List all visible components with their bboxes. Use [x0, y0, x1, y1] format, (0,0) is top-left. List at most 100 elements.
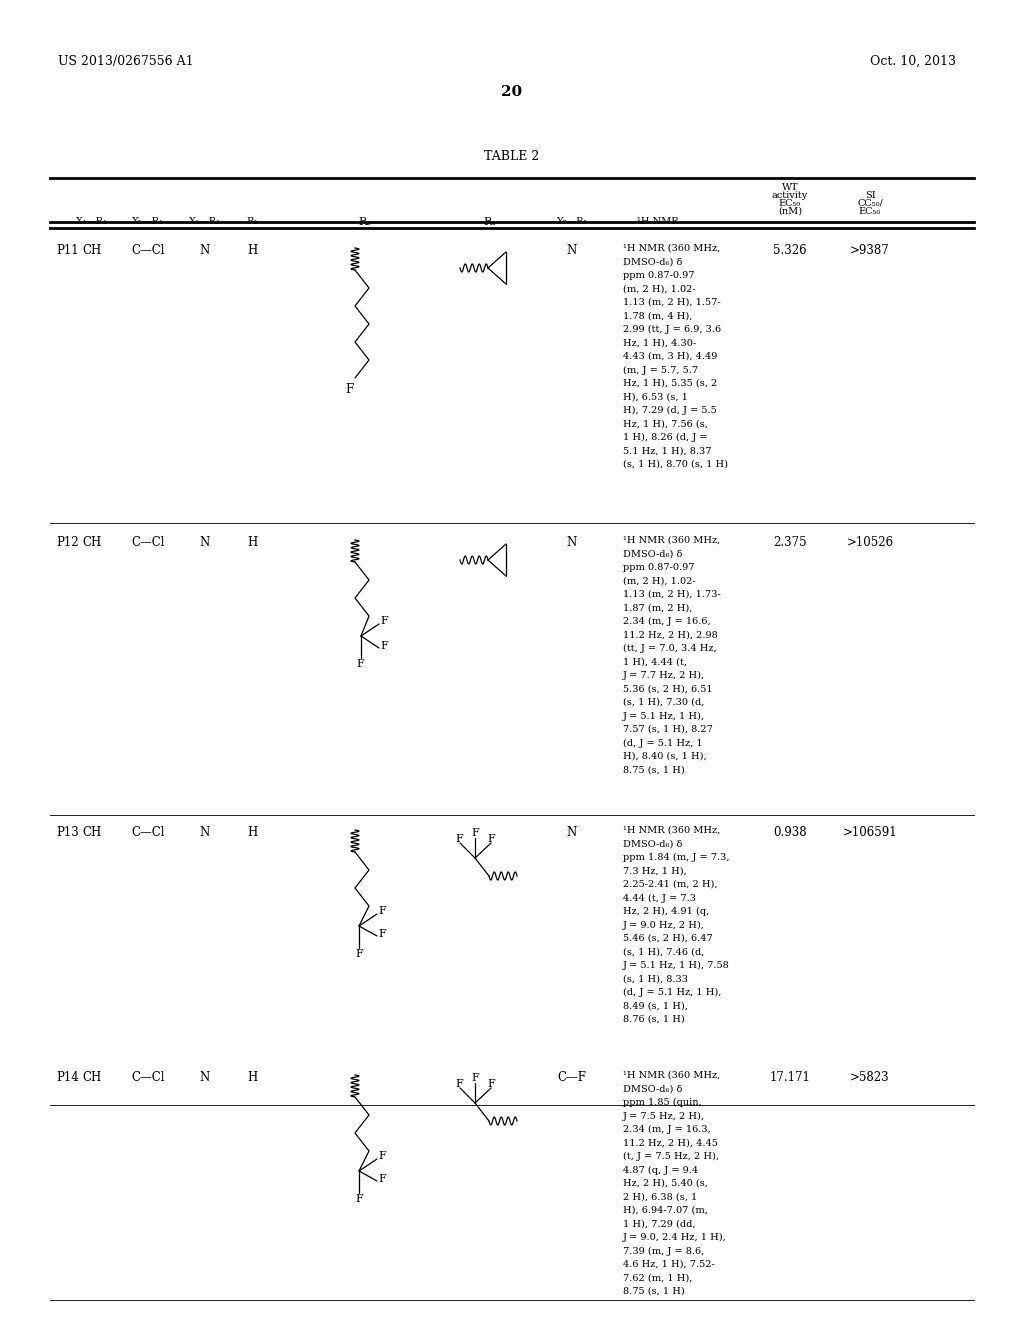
Text: C—F: C—F	[557, 1071, 587, 1084]
Text: 7.62 (m, 1 H),: 7.62 (m, 1 H),	[623, 1274, 692, 1283]
Text: J = 9.0 Hz, 2 H),: J = 9.0 Hz, 2 H),	[623, 920, 705, 929]
Text: >106591: >106591	[843, 826, 897, 840]
Text: F: F	[487, 834, 495, 843]
Text: (t, J = 7.5 Hz, 2 H),: (t, J = 7.5 Hz, 2 H),	[623, 1152, 719, 1162]
Text: Hz, 1 H), 4.30-: Hz, 1 H), 4.30-	[623, 338, 696, 347]
Text: Hz, 2 H), 5.40 (s,: Hz, 2 H), 5.40 (s,	[623, 1179, 708, 1188]
Text: (s, 1 H), 8.70 (s, 1 H): (s, 1 H), 8.70 (s, 1 H)	[623, 459, 728, 469]
Text: F: F	[355, 1195, 362, 1204]
Text: 7.39 (m, J = 8.6,: 7.39 (m, J = 8.6,	[623, 1246, 705, 1255]
Text: H), 6.94-7.07 (m,: H), 6.94-7.07 (m,	[623, 1206, 708, 1214]
Text: X₄—R₁: X₄—R₁	[76, 216, 108, 226]
Text: 2 H), 6.38 (s, 1: 2 H), 6.38 (s, 1	[623, 1192, 697, 1201]
Text: EC₅₀: EC₅₀	[779, 199, 801, 209]
Text: ¹H NMR: ¹H NMR	[637, 216, 679, 226]
Text: 20: 20	[502, 84, 522, 99]
Text: activity: activity	[772, 191, 808, 201]
Text: ¹H NMR (360 MHz,: ¹H NMR (360 MHz,	[623, 536, 720, 545]
Text: H), 6.53 (s, 1: H), 6.53 (s, 1	[623, 392, 688, 401]
Text: CC₅₀/: CC₅₀/	[857, 199, 883, 209]
Text: 0.938: 0.938	[773, 826, 807, 840]
Text: 17.171: 17.171	[770, 1071, 810, 1084]
Text: (d, J = 5.1 Hz, 1 H),: (d, J = 5.1 Hz, 1 H),	[623, 987, 721, 997]
Text: 1.78 (m, 4 H),: 1.78 (m, 4 H),	[623, 312, 692, 321]
Text: 2.99 (tt, J = 6.9, 3.6: 2.99 (tt, J = 6.9, 3.6	[623, 325, 721, 334]
Text: 1.13 (m, 2 H), 1.57-: 1.13 (m, 2 H), 1.57-	[623, 298, 721, 308]
Text: DMSO-d₆) δ: DMSO-d₆) δ	[623, 840, 682, 849]
Text: (nM): (nM)	[778, 207, 802, 216]
Text: J = 5.1 Hz, 1 H),: J = 5.1 Hz, 1 H),	[623, 711, 705, 721]
Text: CH: CH	[82, 826, 101, 840]
Text: (tt, J = 7.0, 3.4 Hz,: (tt, J = 7.0, 3.4 Hz,	[623, 644, 717, 653]
Text: (m, J = 5.7, 5.7: (m, J = 5.7, 5.7	[623, 366, 698, 375]
Text: N: N	[567, 244, 578, 257]
Text: 1.87 (m, 2 H),: 1.87 (m, 2 H),	[623, 603, 692, 612]
Text: 8.75 (s, 1 H): 8.75 (s, 1 H)	[623, 766, 685, 775]
Text: 8.76 (s, 1 H): 8.76 (s, 1 H)	[623, 1015, 685, 1024]
Text: N: N	[200, 536, 210, 549]
Text: Oct. 10, 2013: Oct. 10, 2013	[870, 55, 956, 69]
Text: N: N	[200, 1071, 210, 1084]
Text: 5.326: 5.326	[773, 244, 807, 257]
Text: X₅—R₁: X₅—R₁	[132, 216, 164, 226]
Text: 11.2 Hz, 2 H), 2.98: 11.2 Hz, 2 H), 2.98	[623, 631, 718, 639]
Text: 2.34 (m, J = 16.3,: 2.34 (m, J = 16.3,	[623, 1125, 711, 1134]
Text: P13: P13	[56, 826, 79, 840]
Text: H), 7.29 (d, J = 5.5: H), 7.29 (d, J = 5.5	[623, 407, 717, 414]
Text: R₃: R₃	[358, 216, 372, 227]
Text: F: F	[345, 383, 353, 396]
Text: DMSO-d₆) δ: DMSO-d₆) δ	[623, 1085, 682, 1093]
Text: F: F	[378, 1151, 386, 1162]
Text: J = 5.1 Hz, 1 H), 7.58: J = 5.1 Hz, 1 H), 7.58	[623, 961, 730, 970]
Text: CH: CH	[82, 536, 101, 549]
Text: 8.49 (s, 1 H),: 8.49 (s, 1 H),	[623, 1002, 688, 1011]
Text: J = 9.0, 2.4 Hz, 1 H),: J = 9.0, 2.4 Hz, 1 H),	[623, 1233, 727, 1242]
Text: P12: P12	[56, 536, 79, 549]
Text: Hz, 1 H), 7.56 (s,: Hz, 1 H), 7.56 (s,	[623, 420, 708, 429]
Text: 7.3 Hz, 1 H),: 7.3 Hz, 1 H),	[623, 866, 687, 875]
Text: 5.46 (s, 2 H), 6.47: 5.46 (s, 2 H), 6.47	[623, 935, 713, 942]
Text: ppm 1.85 (quin,: ppm 1.85 (quin,	[623, 1098, 701, 1107]
Text: Y₇—R₅: Y₇—R₅	[556, 216, 588, 226]
Text: C—Cl: C—Cl	[131, 1071, 165, 1084]
Text: 1 H), 4.44 (t,: 1 H), 4.44 (t,	[623, 657, 687, 667]
Text: 8.75 (s, 1 H): 8.75 (s, 1 H)	[623, 1287, 685, 1296]
Text: 4.43 (m, 3 H), 4.49: 4.43 (m, 3 H), 4.49	[623, 352, 718, 360]
Text: N: N	[567, 536, 578, 549]
Text: ¹H NMR (360 MHz,: ¹H NMR (360 MHz,	[623, 826, 720, 836]
Text: H: H	[247, 536, 257, 549]
Text: J = 7.5 Hz, 2 H),: J = 7.5 Hz, 2 H),	[623, 1111, 705, 1121]
Text: 2.34 (m, J = 16.6,: 2.34 (m, J = 16.6,	[623, 616, 711, 626]
Text: 7.57 (s, 1 H), 8.27: 7.57 (s, 1 H), 8.27	[623, 725, 713, 734]
Text: (s, 1 H), 8.33: (s, 1 H), 8.33	[623, 974, 688, 983]
Text: 4.44 (t, J = 7.3: 4.44 (t, J = 7.3	[623, 894, 696, 903]
Text: (m, 2 H), 1.02-: (m, 2 H), 1.02-	[623, 285, 695, 293]
Text: 1 H), 8.26 (d, J =: 1 H), 8.26 (d, J =	[623, 433, 708, 442]
Text: ppm 0.87-0.97: ppm 0.87-0.97	[623, 271, 694, 280]
Text: N: N	[200, 826, 210, 840]
Text: SI: SI	[864, 191, 876, 201]
Text: F: F	[355, 949, 362, 960]
Text: X₆—R₁: X₆—R₁	[189, 216, 221, 226]
Text: Hz, 1 H), 5.35 (s, 2: Hz, 1 H), 5.35 (s, 2	[623, 379, 717, 388]
Text: 2.25-2.41 (m, 2 H),: 2.25-2.41 (m, 2 H),	[623, 880, 718, 888]
Text: C—Cl: C—Cl	[131, 536, 165, 549]
Text: F: F	[380, 642, 388, 651]
Text: R₂: R₂	[247, 216, 258, 226]
Text: F: F	[487, 1078, 495, 1089]
Text: 1.13 (m, 2 H), 1.73-: 1.13 (m, 2 H), 1.73-	[623, 590, 721, 599]
Text: F: F	[471, 828, 479, 838]
Text: >10526: >10526	[847, 536, 894, 549]
Text: US 2013/0267556 A1: US 2013/0267556 A1	[58, 55, 194, 69]
Text: H), 8.40 (s, 1 H),: H), 8.40 (s, 1 H),	[623, 752, 707, 762]
Text: 4.6 Hz, 1 H), 7.52-: 4.6 Hz, 1 H), 7.52-	[623, 1261, 715, 1269]
Text: (d, J = 5.1 Hz, 1: (d, J = 5.1 Hz, 1	[623, 738, 702, 747]
Text: 5.36 (s, 2 H), 6.51: 5.36 (s, 2 H), 6.51	[623, 685, 713, 693]
Text: (m, 2 H), 1.02-: (m, 2 H), 1.02-	[623, 577, 695, 586]
Text: ppm 1.84 (m, J = 7.3,: ppm 1.84 (m, J = 7.3,	[623, 853, 729, 862]
Text: Hz, 2 H), 4.91 (q,: Hz, 2 H), 4.91 (q,	[623, 907, 710, 916]
Text: ¹H NMR (360 MHz,: ¹H NMR (360 MHz,	[623, 1071, 720, 1080]
Text: F: F	[380, 616, 388, 626]
Text: CH: CH	[82, 244, 101, 257]
Text: N: N	[567, 826, 578, 840]
